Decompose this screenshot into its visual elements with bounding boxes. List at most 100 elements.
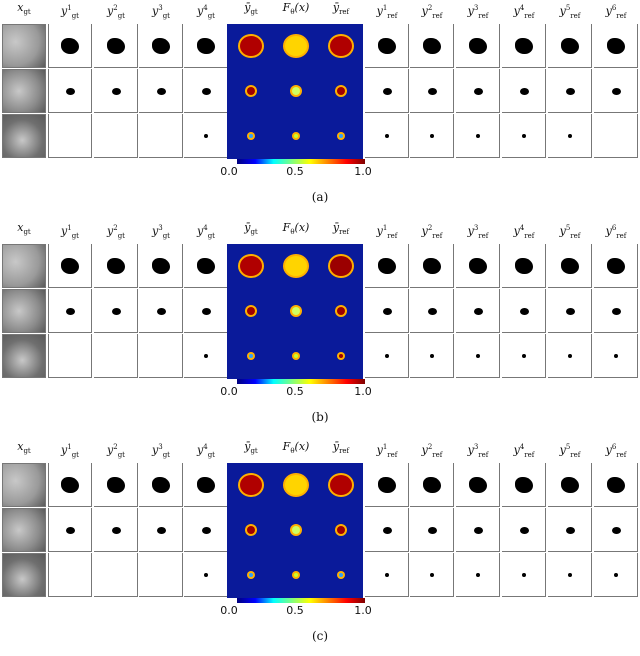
panel-caption: (b) <box>311 410 329 424</box>
segmentation-mask <box>476 134 480 138</box>
segmentation-mask <box>378 258 396 274</box>
mri-image <box>2 24 46 68</box>
segmentation-mask <box>519 526 529 534</box>
segmentation-mask <box>568 354 572 358</box>
column-header-base: y <box>421 224 428 238</box>
column-header-base: y <box>376 443 383 457</box>
mask-cell <box>48 114 92 158</box>
column-header-base: ȳ <box>332 1 340 14</box>
column-header-sup: 1 <box>382 4 388 12</box>
column-header-base: x <box>17 1 24 14</box>
segmentation-mask <box>614 573 618 577</box>
column-header-sup: 1 <box>67 4 72 12</box>
column-header: y5ref <box>547 222 593 242</box>
mask-cell <box>139 114 183 158</box>
column-header-sub: ref <box>387 450 398 459</box>
segmentation-mask <box>565 526 575 534</box>
heatmap-blob <box>337 526 345 534</box>
column-header-sup: 3 <box>473 224 479 232</box>
column-header-sup: 3 <box>473 443 479 451</box>
column-header: y4ref <box>501 222 547 242</box>
column-header: Fθ(x) <box>273 441 319 457</box>
segmentation-mask <box>61 258 79 274</box>
segmentation-mask <box>469 477 487 493</box>
column-header-sup: 4 <box>519 224 525 232</box>
mri-image <box>2 289 46 333</box>
segmentation-mask <box>522 134 526 138</box>
column-header-suffix: (x) <box>294 1 310 14</box>
column-header-sup: 2 <box>427 4 433 12</box>
column-header-sup: 4 <box>519 443 525 451</box>
column-header-base: y <box>605 443 612 457</box>
panel-caption: (a) <box>311 190 329 204</box>
segmentation-mask <box>385 573 389 577</box>
column-header: y3gt <box>138 222 184 242</box>
segmentation-mask <box>469 38 487 54</box>
column-header-suffix: (x) <box>294 440 310 453</box>
mri-image <box>2 244 46 288</box>
column-header-base: y <box>61 4 68 18</box>
mask-cell <box>594 114 638 158</box>
heatmap-blob <box>240 36 262 56</box>
column-header-base: y <box>107 443 114 457</box>
segmentation-mask <box>382 526 392 534</box>
column-header-sup: 3 <box>158 4 163 12</box>
column-header: y4ref <box>501 2 547 22</box>
column-header: Fθ(x) <box>273 2 319 18</box>
colorbar-tick-label: 1.0 <box>354 165 372 178</box>
heatmap-blob <box>249 573 253 577</box>
heatmap-blob <box>240 256 262 276</box>
heatmap-blob <box>249 354 253 358</box>
column-header-sub: gt <box>162 450 170 459</box>
mask-cell <box>48 334 92 378</box>
segmentation-mask <box>423 477 441 493</box>
column-header-sub: ref <box>432 231 443 240</box>
colorbar-tick-label: 0.0 <box>220 385 238 398</box>
column-header-sub: ref <box>478 231 489 240</box>
segmentation-mask <box>614 354 618 358</box>
mask-cell <box>94 553 138 597</box>
column-header-sub: ref <box>616 11 627 20</box>
column-header-sup: 2 <box>113 4 118 12</box>
mri-image <box>2 334 46 378</box>
segmentation-mask <box>515 258 533 274</box>
column-header-base: y <box>605 224 612 238</box>
colorbar-tick-label: 1.0 <box>354 604 372 617</box>
column-header-base: y <box>61 443 68 457</box>
heatmap-blob <box>292 526 300 534</box>
column-header: Fθ(x) <box>273 222 319 238</box>
segmentation-mask <box>385 354 389 358</box>
column-header: ȳgt <box>228 2 274 18</box>
heatmap-blob <box>247 87 255 95</box>
column-header: y3ref <box>455 222 501 242</box>
segmentation-mask <box>568 573 572 577</box>
segmentation-mask <box>568 134 572 138</box>
segmentation-mask <box>152 38 170 54</box>
column-header-sub: gt <box>117 450 125 459</box>
column-header-base: ȳ <box>244 1 251 14</box>
column-header: ȳref <box>318 441 364 457</box>
column-header: ȳgt <box>228 441 274 457</box>
colorbar-tick-label: 1.0 <box>354 385 372 398</box>
colorbar <box>237 379 365 384</box>
column-header: y1ref <box>364 441 410 461</box>
column-header: y2ref <box>409 2 455 22</box>
column-header: y2ref <box>409 441 455 461</box>
heatmap-blob <box>292 87 300 95</box>
column-header: y4gt <box>183 222 229 242</box>
column-header: xgt <box>1 222 47 238</box>
column-header-sup: 2 <box>427 443 433 451</box>
column-header: y3gt <box>138 441 184 461</box>
column-header-base: y <box>197 4 204 18</box>
column-header-sub: gt <box>23 228 31 237</box>
column-header-sub: gt <box>117 11 125 20</box>
column-header-base: y <box>107 224 114 238</box>
column-header-sub: ref <box>432 450 443 459</box>
column-header-base: y <box>467 443 474 457</box>
column-header-sup: 4 <box>519 4 525 12</box>
colorbar-tick-label: 0.5 <box>286 604 304 617</box>
segmentation-mask <box>201 87 211 95</box>
segmentation-mask <box>204 134 208 138</box>
column-header: y6ref <box>593 2 639 22</box>
column-header-sub: gt <box>207 231 215 240</box>
